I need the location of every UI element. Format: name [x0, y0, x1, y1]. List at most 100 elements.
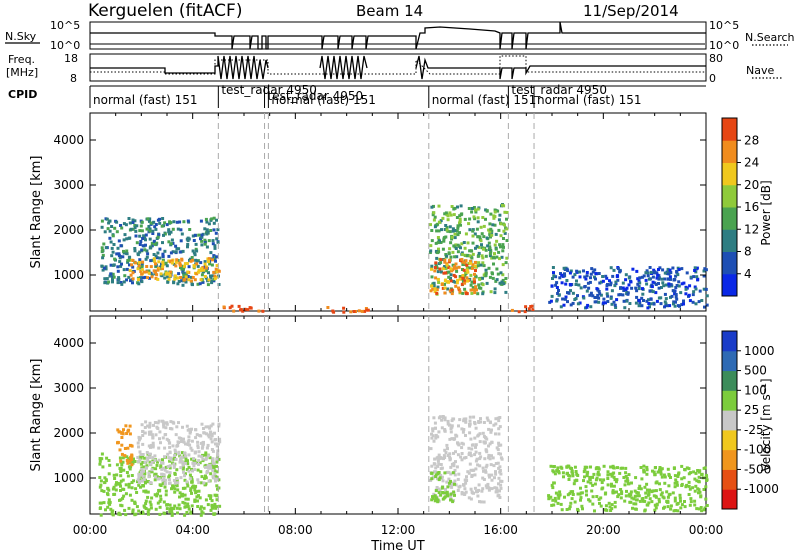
data-cell — [648, 488, 651, 492]
data-cell — [479, 225, 483, 229]
data-cell — [435, 497, 439, 501]
data-cell — [205, 232, 209, 236]
data-cell — [158, 488, 162, 492]
data-cell — [486, 244, 490, 248]
data-cell — [144, 499, 148, 503]
data-cell — [205, 432, 208, 436]
data-cell — [464, 417, 468, 421]
data-cell — [571, 472, 575, 476]
data-cell — [431, 287, 435, 291]
data-cell — [469, 497, 473, 501]
data-cell — [685, 483, 689, 487]
data-cell — [586, 281, 590, 285]
data-cell — [467, 496, 471, 500]
data-cell — [497, 218, 501, 222]
data-cell — [210, 434, 214, 438]
data-cell — [430, 229, 434, 232]
data-cell — [141, 434, 145, 437]
data-cell — [697, 300, 701, 304]
data-cell — [182, 274, 186, 277]
data-cell — [126, 446, 130, 450]
data-cell — [207, 454, 211, 458]
data-cell — [119, 244, 123, 248]
data-cell — [204, 474, 207, 478]
data-cell — [608, 505, 612, 509]
data-cell — [602, 464, 606, 468]
data-cell — [124, 513, 128, 517]
data-cell — [429, 249, 433, 253]
data-cell — [444, 224, 448, 227]
data-cell — [215, 464, 218, 468]
data-cell — [186, 245, 189, 249]
data-cell — [125, 267, 129, 271]
data-cell — [436, 477, 439, 481]
data-cell — [207, 222, 211, 226]
data-cell — [460, 427, 464, 431]
colorbar-tick-label: 16 — [744, 200, 759, 214]
data-cell — [479, 455, 483, 459]
data-cell — [673, 485, 677, 489]
data-cell — [673, 304, 677, 308]
data-cell — [644, 271, 648, 275]
data-cell — [148, 276, 151, 280]
data-cell — [176, 282, 180, 286]
data-cell — [460, 258, 464, 261]
data-cell — [197, 450, 201, 454]
data-cell — [489, 463, 493, 467]
data-cell — [446, 218, 450, 222]
data-cell — [467, 207, 471, 210]
data-cell — [107, 221, 111, 225]
data-cell — [140, 248, 144, 252]
data-cell — [484, 465, 488, 469]
data-cell — [645, 269, 649, 273]
data-cell — [638, 301, 642, 305]
data-cell — [190, 448, 194, 452]
data-cell — [460, 458, 464, 462]
data-cell — [694, 471, 698, 475]
data-cell — [188, 477, 192, 481]
data-cell — [623, 483, 627, 487]
data-cell — [159, 272, 163, 276]
x-tick-label: 08:00 — [278, 523, 313, 537]
data-cell — [637, 298, 641, 302]
data-cell — [613, 284, 617, 288]
data-cell — [137, 475, 141, 479]
data-cell — [568, 271, 572, 275]
data-cell — [449, 427, 453, 431]
freq-label-line2: [MHz] — [6, 66, 38, 79]
data-cell — [140, 265, 144, 269]
data-cell — [490, 271, 494, 275]
data-cell — [110, 254, 114, 258]
data-cell — [658, 488, 662, 492]
data-cell — [433, 499, 437, 503]
data-cell — [491, 276, 495, 280]
data-cell — [203, 275, 207, 278]
data-cell — [127, 485, 131, 489]
data-cell — [162, 423, 166, 427]
data-cell — [135, 491, 139, 494]
data-cell — [441, 286, 445, 290]
data-cell — [100, 264, 104, 268]
data-cell — [98, 462, 102, 466]
data-cell — [624, 288, 628, 292]
data-cell — [186, 505, 190, 509]
data-cell — [169, 221, 173, 225]
data-cell — [140, 473, 143, 477]
data-cell — [443, 416, 447, 420]
data-cell — [440, 228, 443, 232]
data-cell — [482, 247, 485, 251]
data-cell — [493, 223, 497, 227]
data-cell — [133, 219, 137, 223]
data-cell — [161, 265, 165, 269]
velocity-ylabel: Slant Range [km] — [29, 359, 44, 472]
data-cell — [443, 418, 447, 422]
data-cell — [128, 269, 132, 273]
data-cell — [647, 501, 651, 505]
data-cell — [183, 277, 187, 281]
data-cell — [635, 491, 639, 494]
data-cell — [142, 234, 146, 238]
data-cell — [628, 500, 632, 504]
data-cell — [173, 504, 177, 508]
data-cell — [480, 243, 483, 247]
data-cell — [467, 471, 471, 475]
